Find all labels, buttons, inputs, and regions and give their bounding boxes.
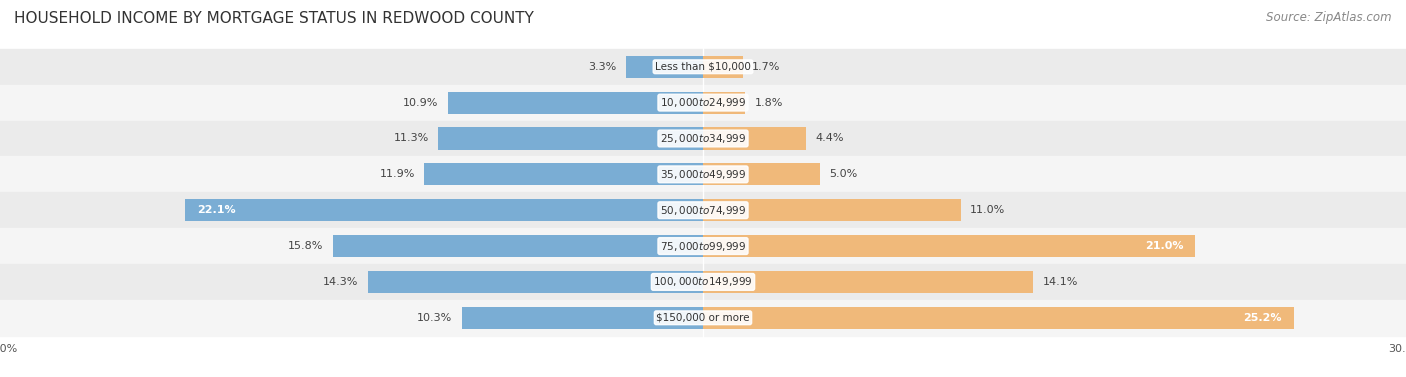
Bar (703, 56, 742, 78)
Bar (447, 92, 703, 114)
Text: 21.0%: 21.0% (1144, 241, 1184, 251)
Text: 10.9%: 10.9% (404, 98, 439, 107)
Text: 3.3%: 3.3% (588, 62, 616, 72)
Bar (0, 264, 1406, 300)
Bar (703, 92, 745, 114)
Bar (703, 307, 1294, 329)
Bar (186, 199, 703, 221)
Bar (425, 163, 703, 185)
Bar (0, 121, 1406, 156)
Text: 4.4%: 4.4% (815, 133, 844, 144)
Bar (461, 307, 703, 329)
Text: 25.2%: 25.2% (1243, 313, 1282, 323)
Bar (703, 199, 960, 221)
Bar (0, 156, 1406, 192)
Text: 5.0%: 5.0% (830, 169, 858, 179)
Bar (0, 85, 1406, 121)
Bar (0, 49, 1406, 85)
Bar (0, 228, 1406, 264)
Text: $35,000 to $49,999: $35,000 to $49,999 (659, 168, 747, 181)
Bar (703, 271, 1033, 293)
Bar (333, 235, 703, 257)
Bar (626, 56, 703, 78)
Bar (439, 127, 703, 150)
Text: 22.1%: 22.1% (197, 205, 235, 215)
Text: $25,000 to $34,999: $25,000 to $34,999 (659, 132, 747, 145)
Text: $10,000 to $24,999: $10,000 to $24,999 (659, 96, 747, 109)
Text: 14.3%: 14.3% (323, 277, 359, 287)
Text: HOUSEHOLD INCOME BY MORTGAGE STATUS IN REDWOOD COUNTY: HOUSEHOLD INCOME BY MORTGAGE STATUS IN R… (14, 11, 534, 26)
Text: 11.0%: 11.0% (970, 205, 1005, 215)
Text: $50,000 to $74,999: $50,000 to $74,999 (659, 204, 747, 217)
Text: Source: ZipAtlas.com: Source: ZipAtlas.com (1267, 11, 1392, 24)
Text: 11.3%: 11.3% (394, 133, 429, 144)
Text: Less than $10,000: Less than $10,000 (655, 62, 751, 72)
Text: $100,000 to $149,999: $100,000 to $149,999 (654, 276, 752, 288)
Legend: Without Mortgage, With Mortgage: Without Mortgage, With Mortgage (554, 375, 852, 377)
Text: 15.8%: 15.8% (288, 241, 323, 251)
Bar (703, 163, 820, 185)
Text: 1.8%: 1.8% (755, 98, 783, 107)
Bar (703, 235, 1195, 257)
Text: 14.1%: 14.1% (1043, 277, 1078, 287)
Text: 1.7%: 1.7% (752, 62, 780, 72)
Bar (0, 192, 1406, 228)
Bar (0, 300, 1406, 336)
Text: 10.3%: 10.3% (418, 313, 453, 323)
Text: $75,000 to $99,999: $75,000 to $99,999 (659, 239, 747, 253)
Bar (368, 271, 703, 293)
Bar (703, 127, 806, 150)
Text: $150,000 or more: $150,000 or more (657, 313, 749, 323)
Text: 11.9%: 11.9% (380, 169, 415, 179)
